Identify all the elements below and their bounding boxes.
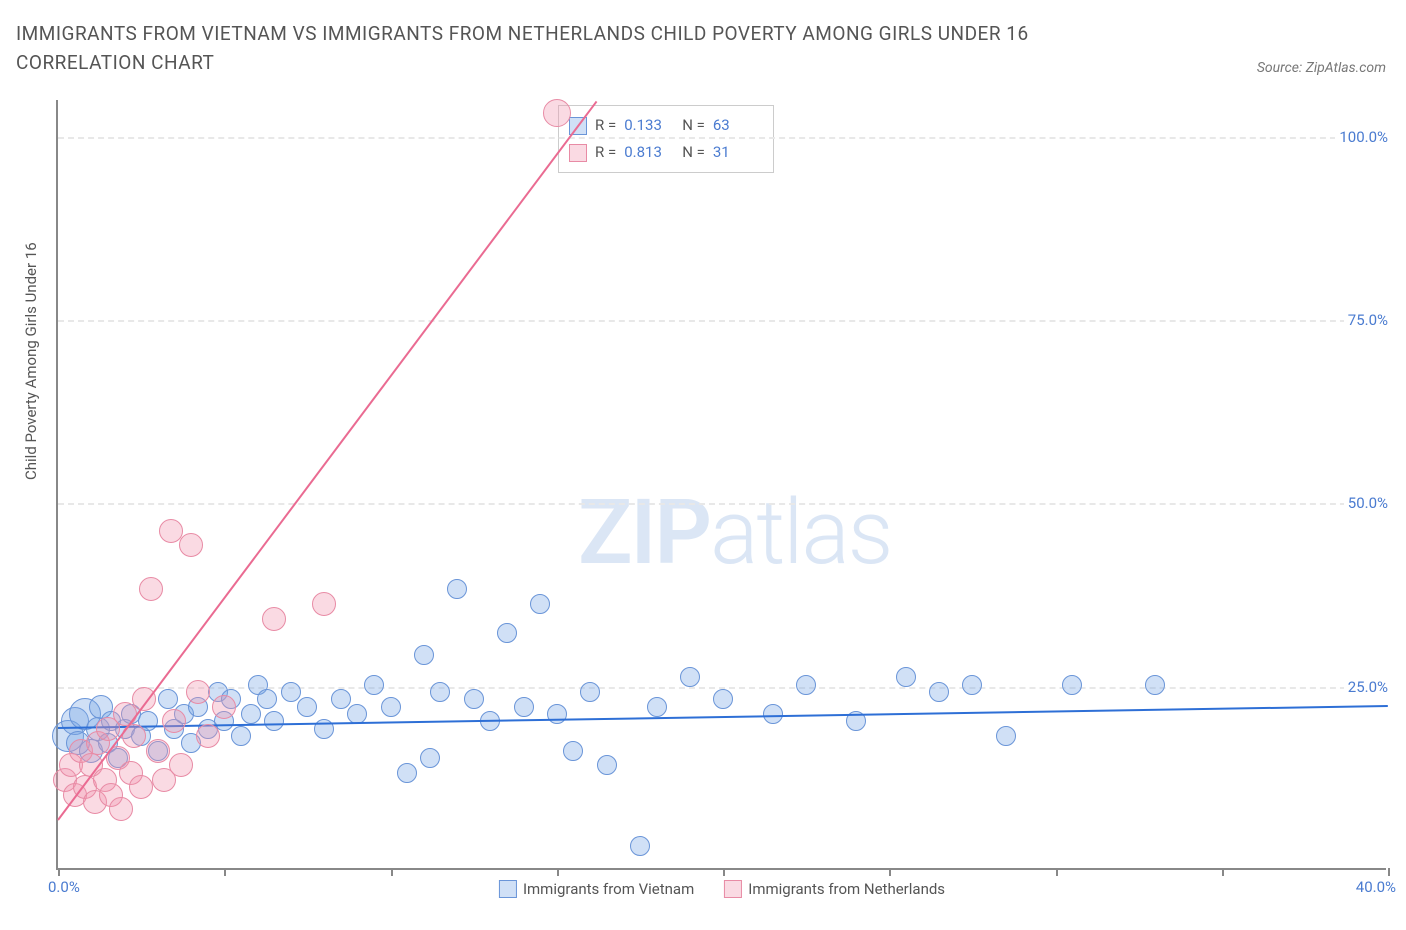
data-point-netherlands xyxy=(146,739,170,763)
data-point-vietnam xyxy=(447,579,467,599)
swatch-icon xyxy=(499,880,517,898)
swatch-icon xyxy=(569,144,587,162)
data-point-vietnam xyxy=(381,697,401,717)
watermark: ZIPatlas xyxy=(578,480,891,585)
data-point-vietnam xyxy=(1062,675,1082,695)
data-point-vietnam xyxy=(547,704,567,724)
gridline xyxy=(58,503,1386,505)
data-point-vietnam xyxy=(397,763,417,783)
legend-item: Immigrants from Vietnam xyxy=(499,880,694,898)
x-tick xyxy=(1222,868,1224,876)
data-point-vietnam xyxy=(331,689,351,709)
stats-legend: R = 0.133 N = 63 R = 0.813 N = 31 xyxy=(558,105,774,173)
n-label: N = xyxy=(682,112,705,139)
x-tick xyxy=(224,868,226,876)
data-point-vietnam xyxy=(680,667,700,687)
data-point-vietnam xyxy=(420,748,440,768)
x-tick xyxy=(557,868,559,876)
data-point-vietnam xyxy=(996,726,1016,746)
data-point-vietnam xyxy=(763,704,783,724)
r-value: 0.133 xyxy=(624,112,674,139)
y-tick-label: 25.0% xyxy=(1344,678,1388,696)
data-point-vietnam xyxy=(514,697,534,717)
x-tick xyxy=(889,868,891,876)
x-axis-max-label: 40.0% xyxy=(1356,878,1396,896)
data-point-vietnam xyxy=(497,623,517,643)
r-value: 0.813 xyxy=(624,139,674,166)
x-tick xyxy=(723,868,725,876)
scatter-plot: ZIPatlas R =0.133N =63R =0.813N =31 Immi… xyxy=(56,100,1386,870)
legend-label: Immigrants from Netherlands xyxy=(748,880,945,898)
r-label: R = xyxy=(595,112,616,139)
x-axis-min-label: 0.0% xyxy=(48,878,80,896)
data-point-netherlands xyxy=(262,607,286,631)
data-point-netherlands xyxy=(543,99,571,127)
data-point-vietnam xyxy=(530,594,550,614)
data-point-vietnam xyxy=(630,836,650,856)
gridline xyxy=(58,137,1386,139)
y-tick-label: 100.0% xyxy=(1335,128,1388,146)
r-label: R = xyxy=(595,139,616,166)
source-credit: Source: ZipAtlas.com xyxy=(1257,60,1386,76)
y-tick-label: 50.0% xyxy=(1344,494,1388,512)
data-point-netherlands xyxy=(186,680,210,704)
legend-item: Immigrants from Netherlands xyxy=(724,880,945,898)
data-point-vietnam xyxy=(241,704,261,724)
x-tick xyxy=(1388,868,1390,876)
data-point-vietnam xyxy=(231,726,251,746)
n-label: N = xyxy=(682,139,705,166)
data-point-vietnam xyxy=(580,682,600,702)
data-point-vietnam xyxy=(364,675,384,695)
legend-label: Immigrants from Vietnam xyxy=(523,880,694,898)
data-point-vietnam xyxy=(414,645,434,665)
data-point-netherlands xyxy=(312,592,336,616)
x-tick xyxy=(58,868,60,876)
n-value: 31 xyxy=(713,139,763,166)
data-point-vietnam xyxy=(713,689,733,709)
chart-title: IMMIGRANTS FROM VIETNAM VS IMMIGRANTS FR… xyxy=(16,20,1116,77)
data-point-vietnam xyxy=(1145,675,1165,695)
data-point-vietnam xyxy=(264,711,284,731)
data-point-vietnam xyxy=(563,741,583,761)
x-tick xyxy=(391,868,393,876)
x-tick xyxy=(1056,868,1058,876)
data-point-netherlands xyxy=(179,533,203,557)
data-point-vietnam xyxy=(796,675,816,695)
y-axis-label: Child Poverty Among Girls Under 16 xyxy=(22,242,40,480)
y-tick-label: 75.0% xyxy=(1344,311,1388,329)
data-point-vietnam xyxy=(297,697,317,717)
data-point-vietnam xyxy=(464,689,484,709)
data-point-netherlands xyxy=(169,753,193,777)
data-point-vietnam xyxy=(257,689,277,709)
data-point-netherlands xyxy=(129,775,153,799)
data-point-netherlands xyxy=(196,724,220,748)
data-point-vietnam xyxy=(430,682,450,702)
swatch-icon xyxy=(724,880,742,898)
data-point-vietnam xyxy=(962,675,982,695)
data-point-netherlands xyxy=(212,695,236,719)
data-point-vietnam xyxy=(597,755,617,775)
stats-row-netherlands: R = 0.813 N = 31 xyxy=(569,139,763,166)
data-point-netherlands xyxy=(113,702,137,726)
data-point-vietnam xyxy=(929,682,949,702)
data-point-vietnam xyxy=(281,682,301,702)
data-point-vietnam xyxy=(647,697,667,717)
data-point-netherlands xyxy=(139,577,163,601)
stats-row-vietnam: R = 0.133 N = 63 xyxy=(569,112,763,139)
data-point-netherlands xyxy=(109,797,133,821)
data-point-netherlands xyxy=(162,709,186,733)
data-point-vietnam xyxy=(158,689,178,709)
gridline xyxy=(58,320,1386,322)
data-point-vietnam xyxy=(896,667,916,687)
n-value: 63 xyxy=(713,112,763,139)
series-legend: Immigrants from Vietnam Immigrants from N… xyxy=(499,880,945,898)
